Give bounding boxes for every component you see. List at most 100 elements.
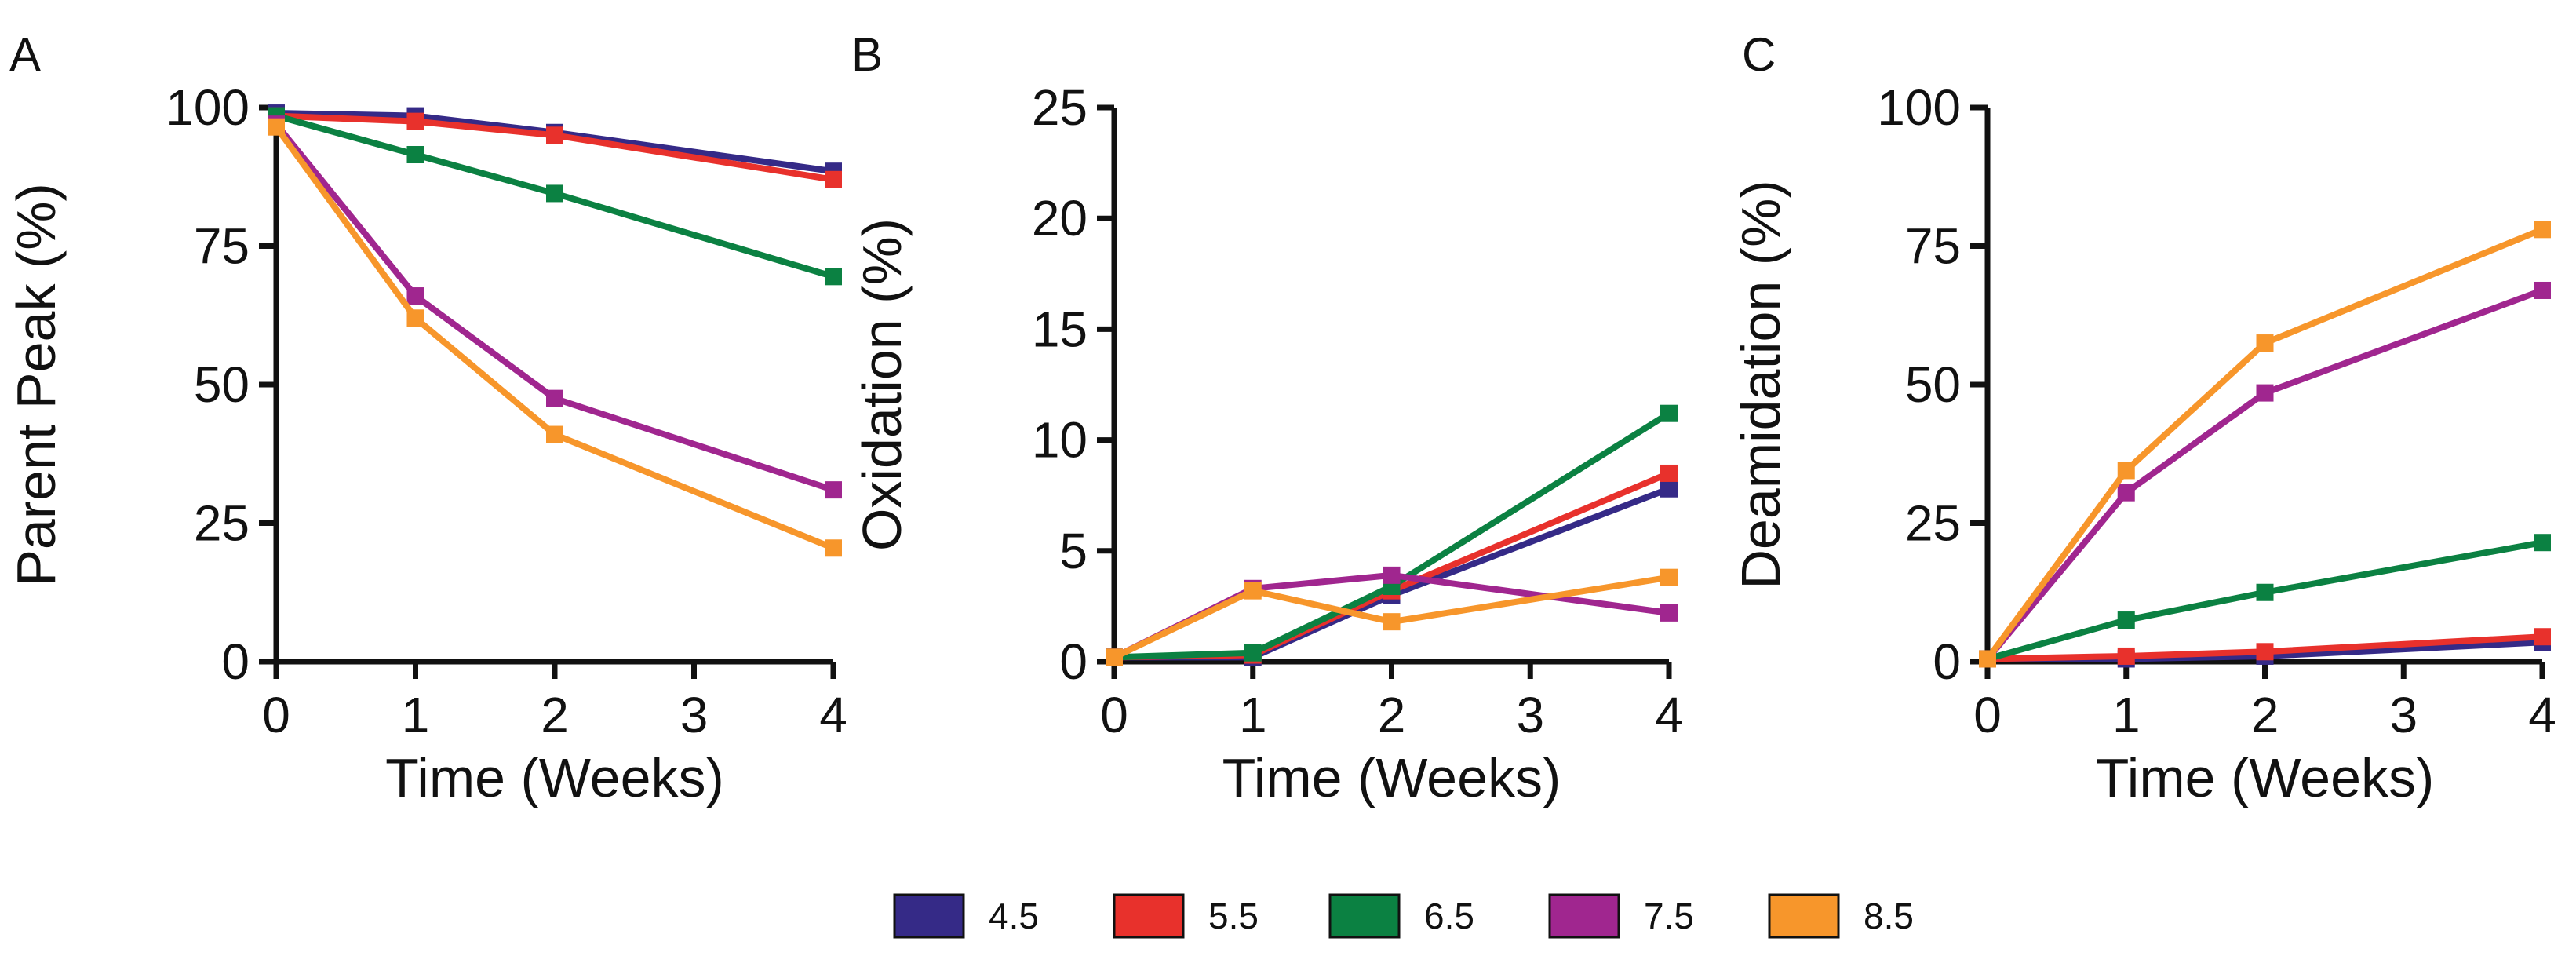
- data-point: [546, 389, 563, 407]
- series-line: [275, 112, 834, 183]
- y-tick-label: 10: [1032, 412, 1088, 469]
- data-point: [2534, 281, 2551, 299]
- data-point: [2256, 384, 2274, 402]
- legend-swatch: [1548, 893, 1620, 939]
- x-tick-label: 0: [1100, 687, 1128, 743]
- data-point: [2117, 462, 2135, 480]
- legend-swatch: [1113, 893, 1185, 939]
- x-tick-label: 2: [1378, 687, 1406, 743]
- data-point: [1383, 613, 1401, 631]
- data-point: [406, 112, 424, 130]
- data-point: [825, 268, 842, 286]
- y-tick-label: 25: [1905, 495, 1961, 552]
- y-tick-label: 15: [1032, 301, 1088, 357]
- data-point: [2256, 643, 2274, 661]
- x-tick-label: 4: [2528, 687, 2556, 743]
- y-tick-label: 25: [1032, 79, 1088, 136]
- legend-label: 5.5: [1208, 896, 1259, 936]
- x-tick-label: 3: [680, 687, 709, 743]
- panel-c: C 0 25 50 75 100 0 1 2 3 4 Time (Weeks) Deamidation …: [1730, 28, 2556, 808]
- series-line: [1986, 539, 2543, 662]
- legend-swatch: [1328, 893, 1401, 939]
- series-5-5: [268, 107, 842, 188]
- data-point: [825, 481, 842, 499]
- legend-swatch: [893, 893, 965, 939]
- data-point: [406, 146, 424, 164]
- y-tick-label: 0: [1059, 633, 1088, 690]
- series-line: [1113, 574, 1670, 660]
- data-point: [406, 309, 424, 327]
- data-point: [1979, 650, 1996, 668]
- y-tick-label: 100: [166, 79, 250, 136]
- data-point: [825, 170, 842, 188]
- x-tick-label: 0: [1973, 687, 2002, 743]
- data-point: [825, 539, 842, 557]
- data-point: [2256, 583, 2274, 601]
- y-tick-label: 25: [194, 495, 250, 552]
- data-point: [1244, 644, 1262, 662]
- series-5-5: [1106, 464, 1678, 666]
- legend-item: 7.5: [1548, 893, 1694, 939]
- series-line: [273, 125, 835, 551]
- y-tick-label: 50: [1905, 356, 1961, 413]
- data-point: [1660, 404, 1678, 422]
- panel-letter: C: [1742, 28, 1776, 81]
- y-tick-label: 100: [1877, 79, 1961, 136]
- data-point: [268, 118, 285, 136]
- y-tick-label: 5: [1059, 523, 1088, 579]
- legend-swatch: [1768, 893, 1840, 939]
- legend-item: 8.5: [1768, 893, 1914, 939]
- legend-label: 6.5: [1424, 896, 1474, 936]
- x-tick-label: 3: [1516, 687, 1544, 743]
- data-point: [546, 126, 563, 144]
- x-axis-title: Time (Weeks): [1222, 747, 1561, 808]
- data-point: [1660, 464, 1678, 482]
- x-tick-label: 3: [2389, 687, 2418, 743]
- x-tick-label: 4: [1655, 687, 1683, 743]
- y-tick-label: 20: [1032, 190, 1088, 246]
- series-6-5: [1979, 534, 2551, 668]
- series-line: [1987, 633, 2543, 662]
- x-axis-title: Time (Weeks): [385, 747, 724, 808]
- x-tick-label: 2: [541, 687, 569, 743]
- panel-letter: B: [851, 28, 883, 81]
- panel-letter: A: [9, 28, 41, 81]
- data-point: [2256, 334, 2274, 352]
- data-point: [546, 425, 563, 443]
- legend-item: 5.5: [1113, 893, 1259, 939]
- legend-item: 6.5: [1328, 893, 1474, 939]
- data-point: [1383, 566, 1401, 584]
- x-axis-title: Time (Weeks): [2096, 747, 2435, 808]
- series-8-5: [1106, 568, 1678, 666]
- data-point: [2117, 647, 2135, 665]
- series-8-5: [1979, 221, 2551, 668]
- data-point: [2117, 611, 2135, 629]
- y-tick-label: 75: [1905, 218, 1961, 275]
- data-point: [1106, 648, 1123, 666]
- series-line: [1113, 411, 1671, 661]
- data-point: [546, 184, 563, 203]
- series-line: [275, 110, 834, 175]
- panel-a: A 0 25 50 75 100 0 1 2 3 4 Time (Weeks) Parent Peak …: [5, 28, 847, 808]
- y-tick-label: 50: [194, 356, 250, 413]
- data-point: [1660, 480, 1678, 498]
- x-tick-label: 1: [1239, 687, 1267, 743]
- y-axis-title: Parent Peak (%): [5, 183, 67, 586]
- series-8-5: [268, 118, 842, 557]
- x-tick-label: 4: [819, 687, 847, 743]
- series-line: [273, 122, 835, 493]
- data-point: [406, 287, 424, 305]
- x-tick-label: 0: [262, 687, 290, 743]
- data-point: [2534, 534, 2551, 552]
- x-tick-label: 2: [2251, 687, 2279, 743]
- series-line: [1984, 226, 2544, 661]
- legend-label: 4.5: [989, 896, 1039, 936]
- legend: 4.5 5.5 6.5 7.5 8.5: [893, 893, 1914, 939]
- legend-label: 7.5: [1644, 896, 1694, 936]
- series-line: [275, 112, 835, 280]
- legend-label: 8.5: [1864, 896, 1914, 936]
- x-tick-label: 1: [402, 687, 430, 743]
- y-tick-label: 0: [221, 633, 250, 690]
